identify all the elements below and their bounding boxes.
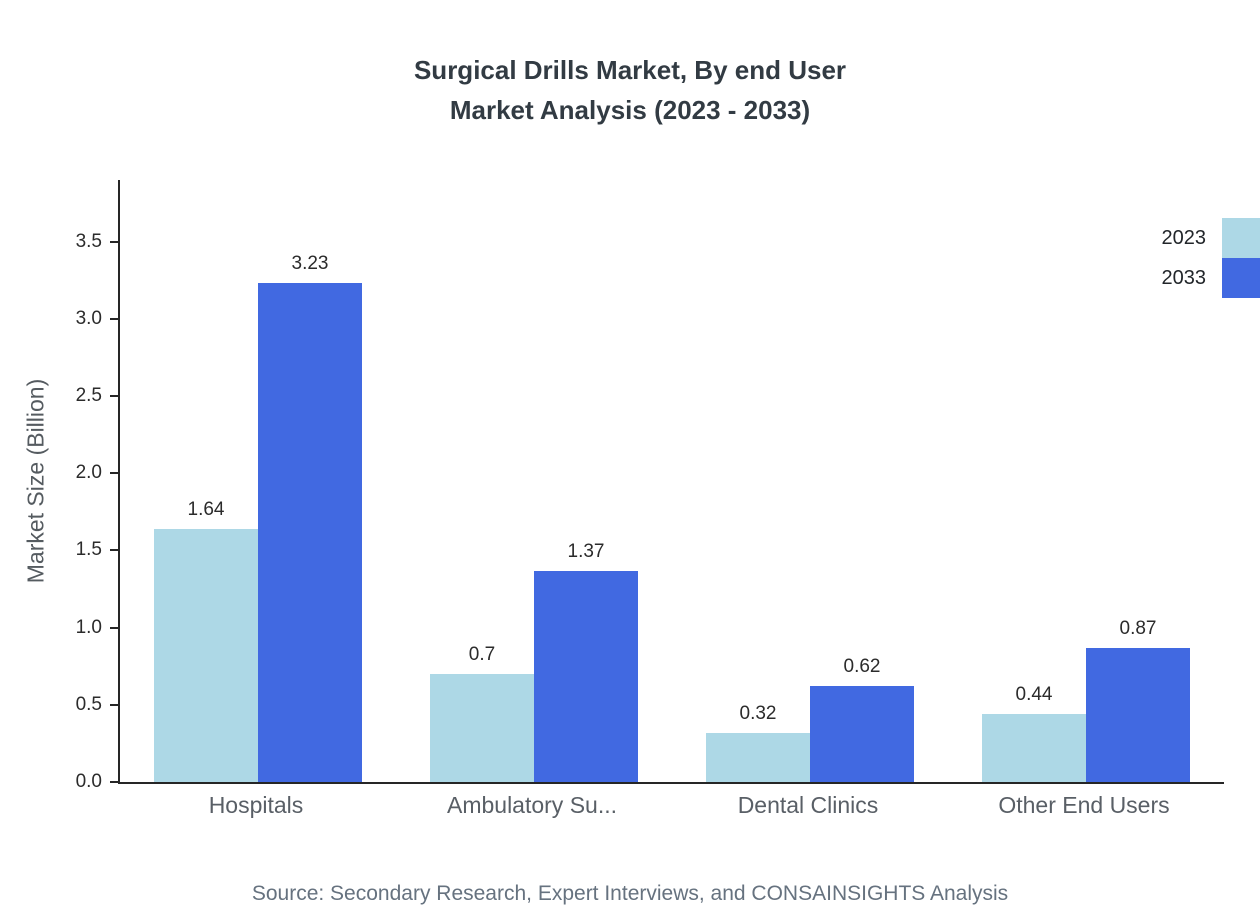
y-tick-label: 1.0 <box>75 616 102 638</box>
bar-value-label: 3.23 <box>291 253 329 275</box>
x-axis-labels: Hospitals Ambulatory Su... Dental Clinics O… <box>118 792 1222 819</box>
y-tick-mark <box>110 781 120 783</box>
bar-value-label: 1.37 <box>567 540 605 562</box>
y-tick-mark <box>110 549 120 552</box>
y-tick-label: 3.0 <box>75 307 102 329</box>
plot-area: 0.0 0.5 1.0 1.5 2.0 2.5 3.0 3.5 1.64 3.23 0.7 1.37… <box>76 180 1224 792</box>
x-axis-label-other-end-users: Other End Users <box>998 792 1170 818</box>
y-axis-label: Market Size (Billion) <box>22 378 49 584</box>
chart-title-line1: Surgical Drills Market, By end User <box>413 55 847 85</box>
bar-value-label: 1.64 <box>187 498 225 520</box>
bar-2033-hospitals: 3.23 <box>258 253 362 782</box>
y-tick-mark <box>110 472 120 475</box>
y-tick-mark <box>110 703 120 706</box>
bar-group-hospitals: 1.64 3.23 <box>120 180 396 782</box>
legend-item-2023: 2023 <box>1162 218 1260 258</box>
bar-2023-hospitals: 1.64 <box>154 499 258 782</box>
y-tick-mark <box>110 240 120 243</box>
legend-label: 2023 <box>1161 226 1207 249</box>
chart-legend: 2023 2033 <box>1162 218 1260 298</box>
legend-swatch <box>1222 258 1260 298</box>
bar-group-dental-clinics: 0.32 0.62 <box>672 180 948 782</box>
y-tick-0.0: 0.0 <box>50 771 120 793</box>
bar-2033-dental-clinics: 0.62 <box>810 656 914 782</box>
bar-value-label: 0.87 <box>1119 617 1157 639</box>
y-tick-label: 3.5 <box>75 230 102 252</box>
bar-group-ambulatory-su-: 0.7 1.37 <box>396 180 672 782</box>
x-axis-label-dental-clinics: Dental Clinics <box>737 792 879 818</box>
y-tick-label: 0.5 <box>75 693 102 715</box>
bar-2023-dental-clinics: 0.32 <box>706 703 810 782</box>
bar-2033-other-end-users: 0.87 <box>1086 618 1190 782</box>
source-note: Source: Secondary Research, Expert Inter… <box>251 882 1009 905</box>
y-tick-1.0: 1.0 <box>50 617 120 639</box>
chart-title: Surgical Drills Market, By end User Mark… <box>0 50 1260 131</box>
bar-2033-ambulatory-su-: 1.37 <box>534 541 638 782</box>
y-tick-mark <box>110 317 120 320</box>
bar-value-label: 0.62 <box>843 656 881 678</box>
legend-swatch <box>1222 218 1260 258</box>
y-tick-2.0: 2.0 <box>50 462 120 484</box>
x-axis-label-hospitals: Hospitals <box>208 792 304 818</box>
y-tick-2.5: 2.5 <box>50 385 120 407</box>
y-tick-3.5: 3.5 <box>50 231 120 253</box>
y-tick-label: 0.0 <box>75 771 102 792</box>
legend-item-2033: 2033 <box>1162 258 1260 298</box>
y-tick-label: 2.0 <box>75 462 102 484</box>
y-tick-1.5: 1.5 <box>50 539 120 561</box>
y-tick-label: 2.5 <box>75 385 102 407</box>
y-tick-mark <box>110 626 120 629</box>
y-tick-mark <box>110 395 120 398</box>
bar-value-label: 0.7 <box>468 643 496 665</box>
bar-2023-other-end-users: 0.44 <box>982 684 1086 782</box>
bar-2023-ambulatory-su-: 0.7 <box>430 644 534 782</box>
bar-group-other-end-users: 0.44 0.87 <box>948 180 1224 782</box>
bar-value-label: 0.32 <box>739 702 777 724</box>
chart-title-line2: Market Analysis (2023 - 2033) <box>449 95 811 126</box>
legend-label: 2033 <box>1161 266 1207 289</box>
y-tick-label: 1.5 <box>75 539 102 561</box>
bar-series-container: 1.64 3.23 0.7 1.37 0.32 0.62 0.44 0.87 <box>120 180 1224 782</box>
x-axis-label-ambulatory-su-: Ambulatory Su... <box>446 792 618 818</box>
y-tick-3.0: 3.0 <box>50 308 120 330</box>
y-tick-0.5: 0.5 <box>50 694 120 716</box>
bar-value-label: 0.44 <box>1015 684 1053 706</box>
